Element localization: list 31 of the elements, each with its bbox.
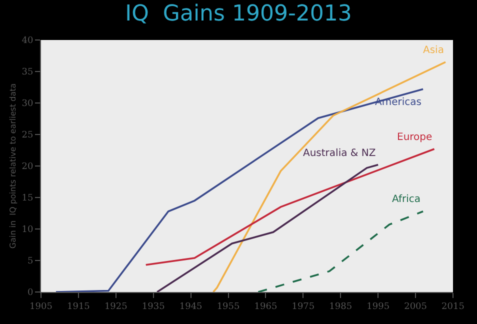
x-tick-label: 1985	[329, 302, 352, 312]
line-series	[156, 164, 379, 292]
y-tick-label: 20	[22, 162, 34, 172]
y-tick-label: 35	[22, 68, 34, 78]
y-tick-label: 25	[22, 130, 34, 141]
x-tick-label: 1935	[142, 302, 166, 312]
x-tick-label: 1995	[366, 302, 390, 312]
x-tick-label: 1975	[292, 302, 315, 312]
x-tick-label: 1915	[66, 302, 90, 312]
y-axis-title: Gain in IQ points relative to earliest data	[8, 83, 18, 249]
x-tick-label: 1905	[30, 302, 53, 312]
line-series	[212, 61, 446, 292]
y-tick-label: 5	[27, 256, 34, 267]
chart-title: IQ Gains 1909-2013	[125, 1, 352, 26]
x-tick-label: 2015	[442, 302, 465, 312]
y-tick-label: 10	[22, 225, 34, 236]
x-tick-label: 1945	[179, 302, 203, 312]
y-tick-label: 40	[22, 36, 34, 46]
y-tick-label: 15	[22, 194, 34, 204]
x-tick-label: 2005	[404, 302, 428, 312]
series-label: Asia	[423, 45, 444, 56]
series-label: Australia & NZ	[303, 148, 376, 159]
line-series	[144, 148, 436, 266]
x-tick-label: 1965	[254, 302, 278, 312]
line-series	[257, 210, 424, 292]
y-tick-label: 0	[27, 288, 34, 298]
y-tick-label: 30	[22, 99, 34, 110]
series-label: Europe	[397, 132, 432, 143]
x-tick-label: 1955	[216, 302, 240, 312]
x-tick-label: 1925	[104, 302, 128, 312]
series-label: Africa	[392, 194, 421, 205]
